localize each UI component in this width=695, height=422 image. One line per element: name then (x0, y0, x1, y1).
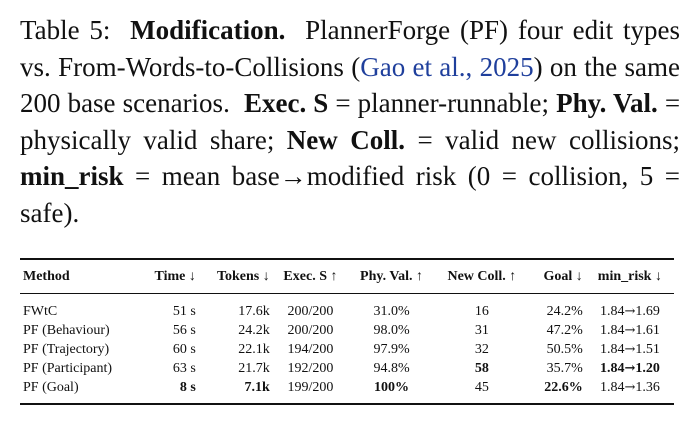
cell-time: 56 s (172, 323, 196, 338)
table-row: FWtC 51 s 17.6k 200/200 31.0% 16 24.2% 1… (20, 294, 674, 322)
risk-base: 1.84 (599, 342, 625, 357)
risk-modified: 1.69 (635, 304, 660, 319)
cell-min-risk: 1.84→1.20 (586, 359, 674, 378)
cell-min-risk: 1.84→1.61 (586, 321, 674, 340)
cell-goal: 50.5% (546, 342, 583, 357)
cell-tokens: 17.6k (238, 304, 270, 319)
cell-time: 8 s (179, 380, 196, 395)
caption-title: Modification. (130, 15, 286, 45)
cell-exec: 200/200 (287, 323, 334, 338)
risk-modified: 1.61 (635, 323, 660, 338)
cell-goal: 22.6% (544, 380, 583, 395)
cell-exec: 199/200 (287, 380, 334, 395)
risk-modified: 1.36 (635, 380, 660, 395)
cell-method: PF (Goal) (23, 380, 79, 395)
risk-modified: 1.20 (635, 361, 660, 376)
table-row: PF (Goal) 8 s 7.1k 199/200 100% 45 22.6%… (20, 378, 674, 404)
arrow-icon: → (624, 304, 636, 319)
cell-tokens: 24.2k (238, 323, 270, 338)
results-table-container: Method Time ↓ Tokens ↓ Exec. S ↑ Phy. Va… (20, 258, 674, 405)
cell-new-coll: 45 (474, 380, 489, 395)
cell-exec: 200/200 (287, 304, 334, 319)
cell-method: PF (Participant) (23, 361, 113, 376)
table-header-row: Method Time ↓ Tokens ↓ Exec. S ↑ Phy. Va… (20, 259, 674, 294)
cell-new-coll: 16 (474, 304, 489, 319)
arrow-icon: → (624, 342, 636, 357)
term-new-coll: New Coll. (286, 124, 405, 155)
risk-base: 1.84 (599, 380, 625, 395)
table-row: PF (Behaviour) 56 s 24.2k 200/200 98.0% … (20, 321, 674, 340)
cell-new-coll: 31 (474, 323, 489, 338)
column-header-time: Time ↓ (154, 269, 196, 284)
cell-goal: 35.7% (546, 361, 583, 376)
cell-phy-val: 94.8% (373, 361, 410, 376)
table-row: PF (Participant) 63 s 21.7k 192/200 94.8… (20, 359, 674, 378)
cell-min-risk: 1.84→1.51 (586, 340, 674, 359)
arrow-icon: → (624, 323, 636, 338)
column-header-phy-val: Phy. Val. ↑ (360, 269, 424, 284)
cell-exec: 192/200 (287, 361, 334, 376)
cell-tokens: 21.7k (238, 361, 270, 376)
risk-modified: 1.51 (635, 342, 660, 357)
term-exec-s: Exec. S (243, 88, 329, 118)
column-header-tokens: Tokens ↓ (216, 269, 270, 284)
cell-method: FWtC (23, 304, 58, 319)
risk-base: 1.84 (599, 304, 625, 319)
risk-base: 1.84 (599, 323, 625, 338)
cell-min-risk: 1.84→1.36 (586, 378, 674, 404)
term-min-risk: min_risk (20, 161, 124, 191)
term-definition: = valid new collisions; (417, 124, 680, 155)
column-header-goal: Goal ↓ (543, 269, 583, 284)
cell-phy-val: 100% (374, 380, 410, 395)
column-header-exec: Exec. S ↑ (283, 269, 338, 284)
column-header-method: Method (23, 269, 70, 284)
cell-min-risk: 1.84→1.69 (586, 294, 674, 322)
citation-link[interactable]: Gao et al., 2025 (360, 51, 534, 82)
cell-goal: 47.2% (546, 323, 583, 338)
term-definition: = planner-runnable; (335, 88, 550, 118)
column-header-min-risk: min_risk ↓ (597, 269, 662, 284)
cell-method: PF (Behaviour) (23, 323, 110, 338)
table-caption: Table 5: Modification. PlannerForge (PF)… (20, 12, 680, 231)
cell-phy-val: 97.9% (373, 342, 410, 357)
table-row: PF (Trajectory) 60 s 22.1k 194/200 97.9%… (20, 340, 674, 359)
term-phy-val: Phy. Val. (556, 88, 658, 118)
caption-label: Table 5: (20, 15, 111, 45)
cell-tokens: 7.1k (244, 380, 270, 395)
caption-text: ) on the same 200 base scenarios. (20, 51, 680, 119)
term-definition: = physically valid share; (20, 88, 681, 155)
cell-goal: 24.2% (546, 304, 583, 319)
cell-exec: 194/200 (287, 342, 334, 357)
cell-phy-val: 31.0% (373, 304, 410, 319)
arrow-icon: → (624, 361, 636, 376)
cell-new-coll: 58 (474, 361, 489, 376)
caption-text: PlannerForge (PF) four edit types vs. Fr… (20, 15, 681, 82)
cell-tokens: 22.1k (238, 342, 270, 357)
cell-method: PF (Trajectory) (23, 342, 110, 357)
cell-time: 63 s (172, 361, 196, 376)
cell-new-coll: 32 (474, 342, 489, 357)
arrow-icon: → (624, 380, 636, 395)
cell-time: 51 s (172, 304, 196, 319)
results-table: Method Time ↓ Tokens ↓ Exec. S ↑ Phy. Va… (20, 258, 674, 405)
risk-base: 1.84 (599, 361, 625, 376)
cell-phy-val: 98.0% (373, 323, 410, 338)
term-definition: = mean base→modified risk (0 = collision… (20, 161, 681, 228)
column-header-new-coll: New Coll. ↑ (447, 269, 517, 284)
cell-time: 60 s (172, 342, 196, 357)
